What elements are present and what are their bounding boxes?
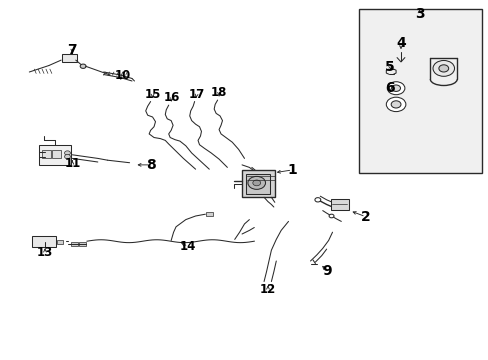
Circle shape <box>391 85 400 91</box>
Circle shape <box>386 97 405 112</box>
Circle shape <box>314 198 320 202</box>
Circle shape <box>252 180 260 186</box>
Bar <box>79 242 85 246</box>
Text: 10: 10 <box>115 69 131 82</box>
Text: 6: 6 <box>385 81 394 95</box>
Text: 5: 5 <box>385 60 394 73</box>
Bar <box>71 242 78 246</box>
Circle shape <box>80 64 86 68</box>
Text: 8: 8 <box>145 158 155 172</box>
Text: 7: 7 <box>67 43 77 57</box>
Bar <box>39 145 71 165</box>
Text: 2: 2 <box>360 210 370 224</box>
Text: 12: 12 <box>259 283 276 296</box>
Bar <box>61 54 77 62</box>
Circle shape <box>247 176 265 189</box>
Text: 16: 16 <box>163 91 180 104</box>
Circle shape <box>438 65 447 72</box>
Bar <box>32 236 56 247</box>
Text: 1: 1 <box>287 163 297 177</box>
Text: 4: 4 <box>395 36 405 50</box>
Bar <box>330 199 348 210</box>
Circle shape <box>390 101 400 108</box>
Bar <box>245 174 270 194</box>
Bar <box>57 240 62 244</box>
Bar <box>52 150 61 158</box>
Text: 17: 17 <box>188 88 204 101</box>
Text: 15: 15 <box>144 88 161 101</box>
Circle shape <box>386 82 404 95</box>
Text: 9: 9 <box>321 264 331 278</box>
Text: 13: 13 <box>37 246 53 259</box>
Circle shape <box>64 154 70 159</box>
Circle shape <box>64 151 70 155</box>
Circle shape <box>328 214 333 218</box>
Text: 14: 14 <box>180 240 196 253</box>
Text: 18: 18 <box>210 86 227 99</box>
Text: 3: 3 <box>414 8 424 21</box>
Bar <box>42 150 51 158</box>
Bar <box>241 170 274 197</box>
Text: 11: 11 <box>64 157 81 170</box>
Bar <box>205 212 212 216</box>
Bar <box>359 9 481 173</box>
Circle shape <box>432 60 453 76</box>
